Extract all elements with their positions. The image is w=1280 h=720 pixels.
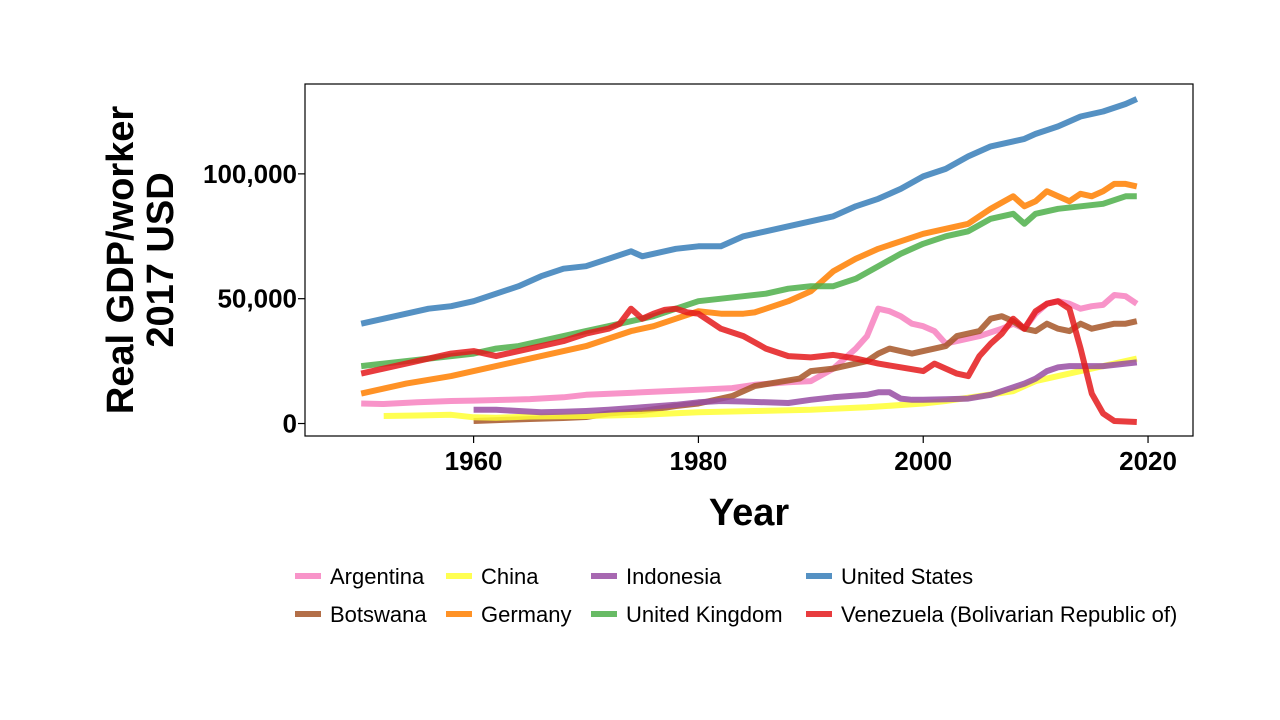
series-line-venezuela-bolivarian-republic-of (360, 298, 1137, 425)
x-tick-label: 2000 (894, 446, 952, 476)
legend-label: Argentina (330, 564, 425, 589)
legend-item: United Kingdom (591, 602, 783, 627)
legend-item: Botswana (295, 602, 427, 627)
x-tick-label: 1960 (445, 446, 503, 476)
x-axis-title: Year (709, 492, 790, 534)
y-tick-label: 50,000 (217, 284, 297, 314)
legend-label: Germany (481, 602, 571, 627)
series-line-germany (360, 180, 1138, 397)
legend-item: Germany (446, 602, 571, 627)
legend-item: Venezuela (Bolivarian Republic of) (806, 602, 1177, 627)
y-tick-label: 0 (283, 409, 297, 439)
y-axis: 0 50,000 100,000 (203, 159, 305, 439)
series-line-indonesia (473, 359, 1138, 416)
legend-label: United Kingdom (626, 602, 783, 627)
x-tick-label: 2020 (1119, 446, 1177, 476)
y-tick-label: 100,000 (203, 159, 297, 189)
series-line-united-states (360, 96, 1139, 327)
legend-label: Venezuela (Bolivarian Republic of) (841, 602, 1177, 627)
legend-label: China (481, 564, 539, 589)
x-axis: 1960 1980 2000 2020 (445, 436, 1177, 476)
series-line-united-kingdom (360, 193, 1137, 370)
legend-item: United States (806, 564, 973, 589)
legend-label: Indonesia (626, 564, 722, 589)
legend-label: Botswana (330, 602, 427, 627)
series-lines (360, 96, 1139, 425)
plot-frame (304, 83, 1194, 437)
legend-item: Indonesia (591, 564, 722, 589)
legend: Argentina Botswana China Germany Indonesia Un… (295, 564, 1177, 627)
legend-item: Argentina (295, 564, 425, 589)
legend-item: China (446, 564, 539, 589)
legend-label: United States (841, 564, 973, 589)
y-axis-title: Real GDP/worker2017 USD (100, 106, 182, 415)
x-tick-label: 1980 (669, 446, 727, 476)
